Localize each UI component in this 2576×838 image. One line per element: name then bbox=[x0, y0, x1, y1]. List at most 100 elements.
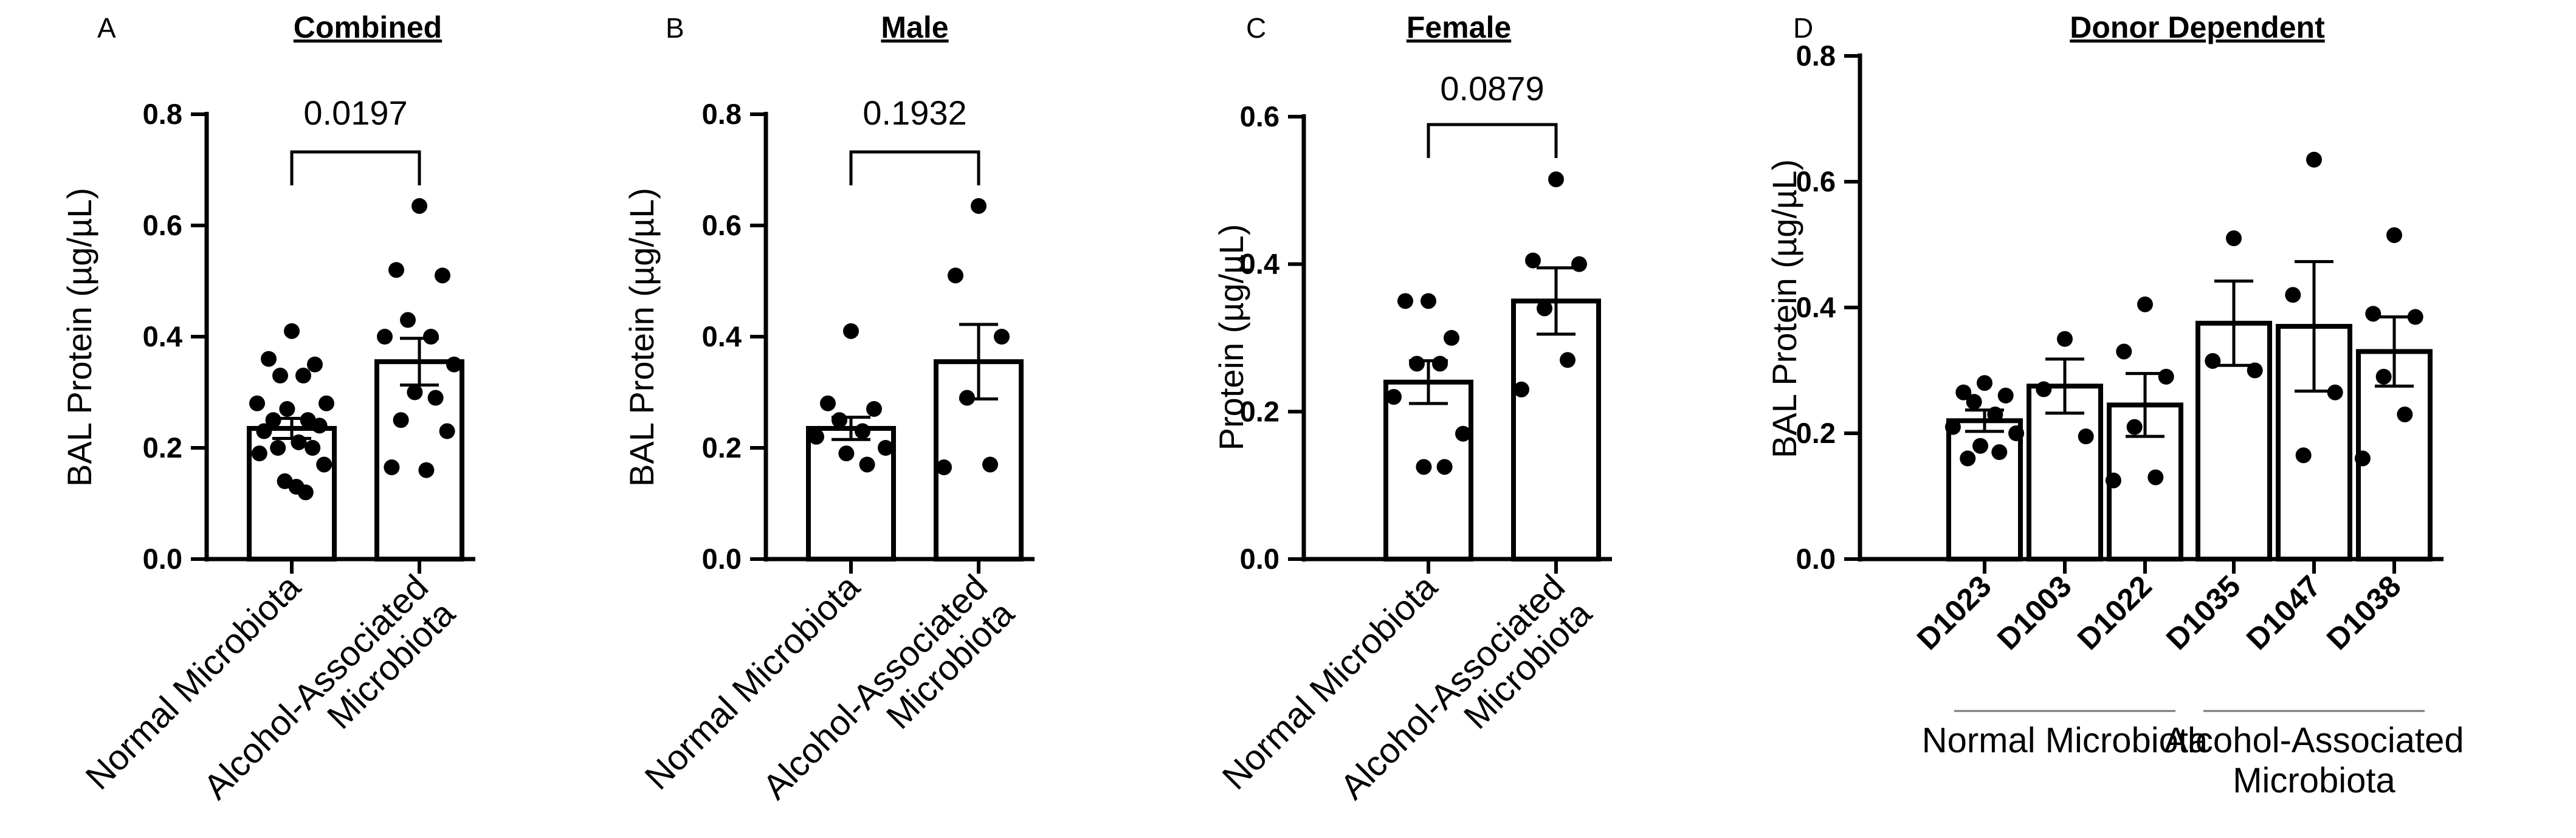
y-tick-label: 0.2 bbox=[702, 431, 742, 464]
data-point bbox=[2078, 428, 2094, 445]
panel-letter: D bbox=[1793, 12, 1813, 44]
data-point bbox=[1436, 459, 1453, 475]
data-point bbox=[1416, 459, 1432, 475]
panel-letter: A bbox=[97, 12, 116, 44]
data-point bbox=[808, 428, 824, 445]
y-tick-label: 0.6 bbox=[1240, 100, 1279, 132]
data-point bbox=[377, 329, 393, 345]
data-point bbox=[1987, 406, 2003, 422]
x-category-label: Alcohol-AssociatedMicrobiota bbox=[1332, 567, 1599, 834]
panel-letter: C bbox=[1246, 12, 1266, 44]
bar bbox=[1511, 298, 1601, 562]
data-point bbox=[1571, 256, 1587, 272]
data-point bbox=[319, 395, 334, 411]
data-point bbox=[2008, 425, 2025, 441]
data-point bbox=[291, 434, 307, 450]
x-category-label-line: Alcohol-Associated bbox=[196, 567, 436, 807]
x-category-label-line: Normal Microbiota bbox=[78, 567, 308, 797]
x-donor-label: D1038 bbox=[2320, 569, 2408, 656]
y-tick-label: 0.4 bbox=[143, 320, 182, 352]
panel-letter: B bbox=[666, 12, 684, 44]
data-point bbox=[418, 462, 435, 478]
x-donor-label: D1047 bbox=[2240, 569, 2327, 656]
data-point bbox=[427, 390, 444, 406]
data-point bbox=[307, 356, 323, 373]
y-tick-label: 0.8 bbox=[143, 98, 182, 130]
panel-title: Female bbox=[1407, 10, 1511, 44]
data-point bbox=[936, 459, 952, 476]
y-tick-label: 0.4 bbox=[1240, 248, 1279, 280]
data-point bbox=[1444, 330, 1459, 346]
data-point bbox=[446, 356, 462, 373]
panel-d: D Donor Dependent 0.0 0.2 0.4 0.6 0.8 BAL Prote… bbox=[1765, 10, 2464, 800]
data-point bbox=[1421, 293, 1436, 309]
data-point bbox=[832, 412, 847, 428]
data-point bbox=[423, 329, 439, 345]
data-point bbox=[2205, 352, 2221, 369]
data-point bbox=[2105, 472, 2121, 489]
data-point bbox=[1955, 384, 1972, 400]
y-tick-label: 0.6 bbox=[702, 209, 742, 241]
data-point bbox=[1944, 419, 1961, 435]
data-point bbox=[2158, 368, 2174, 385]
data-point bbox=[279, 400, 295, 417]
data-point bbox=[994, 329, 1010, 345]
data-point bbox=[843, 323, 859, 339]
data-point bbox=[439, 423, 455, 439]
y-axis-label: Protein (µg/µL) bbox=[1212, 224, 1250, 451]
data-point bbox=[384, 459, 400, 476]
data-point bbox=[855, 423, 870, 439]
data-point bbox=[265, 412, 281, 428]
data-point bbox=[2137, 296, 2153, 312]
x-category-label: Alcohol-AssociatedMicrobiota bbox=[755, 567, 1022, 834]
data-point bbox=[1972, 438, 1989, 454]
x-category-label: Normal Microbiota bbox=[1214, 567, 1445, 797]
y-tick-label: 0.6 bbox=[143, 209, 182, 241]
panel-c: C Female 0.0 0.2 0.4 0.6 Protein (µg/µL) Normal… bbox=[1212, 10, 1612, 834]
data-point bbox=[1525, 252, 1541, 269]
data-point bbox=[1997, 387, 2014, 404]
x-donor-label: D1003 bbox=[1991, 569, 2078, 656]
data-point bbox=[2386, 227, 2402, 243]
data-point bbox=[866, 400, 882, 417]
data-point bbox=[2285, 287, 2301, 303]
data-point bbox=[249, 395, 265, 411]
data-point bbox=[2327, 384, 2343, 400]
p-value-label: 0.0879 bbox=[1440, 69, 1544, 108]
data-point bbox=[1966, 394, 1982, 410]
data-point bbox=[2407, 309, 2423, 325]
significance-bracket bbox=[849, 150, 980, 185]
data-point bbox=[251, 445, 267, 462]
x-category-label-line: Normal Microbiota bbox=[637, 567, 867, 797]
panel-a: A Combined 0.0 0.2 0.4 0.6 0.8 BAL Protein (µg/… bbox=[60, 10, 475, 807]
data-point bbox=[1397, 293, 1413, 309]
data-point bbox=[316, 456, 332, 473]
data-point bbox=[393, 412, 409, 428]
group-label: Alcohol-Associated Microbiota bbox=[2164, 721, 2464, 800]
data-point bbox=[311, 417, 328, 434]
x-category-label: Normal Microbiota bbox=[78, 567, 308, 797]
y-tick-label: 0.2 bbox=[1240, 395, 1279, 427]
data-point bbox=[2295, 447, 2312, 464]
data-point bbox=[2375, 368, 2392, 385]
data-point bbox=[272, 368, 288, 384]
data-point bbox=[2116, 343, 2132, 360]
data-point bbox=[820, 395, 836, 411]
data-point bbox=[2354, 450, 2371, 467]
p-value-label: 0.0197 bbox=[303, 94, 407, 132]
data-point bbox=[256, 423, 272, 439]
y-tick-label: 0.0 bbox=[1796, 543, 1836, 575]
data-point bbox=[1537, 300, 1552, 317]
y-tick-label: 0.0 bbox=[143, 543, 182, 575]
data-point bbox=[2147, 469, 2164, 486]
data-point bbox=[1548, 171, 1564, 188]
x-category-label-line: Alcohol-Associated bbox=[1332, 567, 1572, 807]
data-point bbox=[2036, 381, 2052, 397]
group-label-line: Normal Microbiota bbox=[1922, 721, 2208, 760]
data-point bbox=[878, 440, 894, 456]
x-donor-label: D1022 bbox=[2071, 569, 2158, 656]
data-point bbox=[859, 456, 875, 473]
y-tick-label: 0.0 bbox=[702, 543, 742, 575]
y-tick-label: 0.2 bbox=[143, 431, 182, 464]
data-point bbox=[1560, 352, 1576, 368]
